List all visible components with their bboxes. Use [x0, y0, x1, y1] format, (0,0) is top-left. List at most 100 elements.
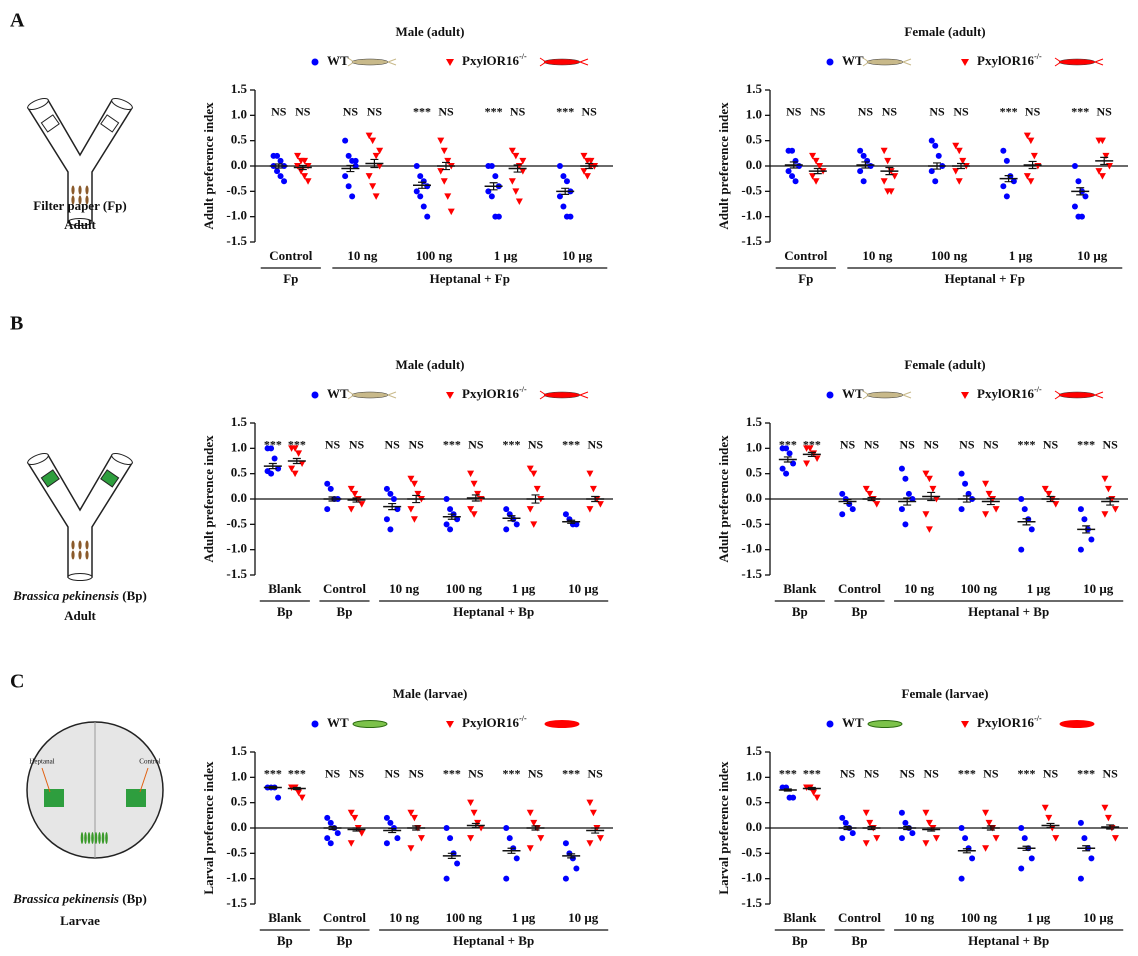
data-point [414, 490, 422, 498]
data-point [932, 496, 940, 503]
data-point [839, 835, 846, 842]
error-bar [962, 495, 971, 503]
group-label: Heptanal + Bp [968, 604, 1049, 619]
y-axis-label: Adult preference index [201, 102, 216, 230]
group-label: Bp [792, 604, 808, 619]
data-point [952, 168, 960, 175]
data-point [407, 475, 415, 483]
error-bar [885, 166, 894, 176]
data-point [301, 173, 309, 180]
data-point [783, 470, 790, 477]
legend-label: PxylOR16-/- [462, 385, 527, 401]
insect [71, 185, 75, 195]
data-point [789, 173, 796, 180]
significance-label: NS [384, 438, 400, 452]
legend-label: PxylOR16-/- [977, 52, 1042, 68]
chart-title: Female (adult) [904, 24, 985, 39]
arena-label: Control [139, 758, 160, 766]
data-point [526, 465, 534, 473]
significance-label: NS [882, 105, 898, 119]
significance-label: NS [840, 767, 856, 781]
significance-label: *** [1077, 438, 1095, 452]
category-label: 10 ng [904, 581, 934, 596]
legend-name: WT [327, 386, 349, 401]
error-bar [986, 497, 995, 506]
data-point [530, 521, 538, 528]
caption: Larvae [60, 913, 100, 928]
significance-label: NS [840, 438, 856, 452]
legend-name: PxylOR16 [462, 386, 520, 401]
legend-icon [862, 390, 912, 400]
significance-label: NS [1102, 438, 1118, 452]
error-bar [388, 502, 397, 511]
larva [101, 832, 105, 844]
legend-icon [351, 58, 389, 66]
significance-label: *** [779, 767, 797, 781]
significance-label: NS [349, 767, 365, 781]
category-label: 1 μg [494, 248, 518, 263]
significance-label: NS [899, 438, 915, 452]
y-tick-label: -1.5 [226, 895, 247, 910]
category-label: 1 μg [1027, 910, 1051, 925]
y-tick-label: -1.5 [741, 566, 762, 581]
data-point [530, 470, 538, 478]
error-bar [447, 852, 456, 859]
category-label: Blank [268, 581, 302, 596]
data-point [488, 163, 495, 169]
data-point [1101, 511, 1109, 518]
significance-label: NS [959, 438, 975, 452]
odor-source [100, 469, 120, 488]
data-point [512, 188, 520, 195]
significance-label: NS [408, 438, 424, 452]
data-point [909, 830, 916, 837]
insect [78, 185, 82, 195]
significance-label: NS [367, 105, 383, 119]
data-point [351, 490, 359, 498]
legend-name: PxylOR16 [462, 53, 520, 68]
significance-label: *** [443, 767, 461, 781]
data-point [816, 163, 824, 170]
legend-label: WT [327, 715, 349, 730]
y-tick-label: -1.0 [741, 208, 762, 223]
error-bar [418, 181, 426, 189]
data-point [583, 173, 591, 180]
error-bar [412, 825, 421, 831]
caption: Adult [64, 217, 96, 232]
error-bar [807, 786, 816, 791]
category-label: 10 μg [1077, 248, 1108, 263]
legend-icon [543, 58, 581, 66]
data-point [925, 526, 933, 533]
data-point [298, 460, 306, 468]
data-point [1030, 152, 1038, 160]
data-point [922, 840, 930, 847]
data-point [470, 809, 478, 817]
data-point [1045, 814, 1053, 822]
legend-label: WT [327, 386, 349, 401]
data-point [508, 147, 516, 155]
data-point [1028, 855, 1035, 862]
significance-label: NS [587, 438, 603, 452]
error-bar [867, 496, 876, 502]
data-point [345, 152, 352, 159]
y-tick-label: 1.5 [746, 414, 763, 429]
data-point [562, 875, 569, 882]
error-bar [861, 161, 870, 169]
data-point [447, 835, 454, 842]
category-label: 100 ng [416, 248, 453, 263]
data-point [1010, 178, 1017, 185]
error-bar [789, 161, 798, 169]
group-label: Bp [277, 604, 293, 619]
data-point [334, 830, 341, 837]
data-point [383, 516, 390, 523]
y-tick-label: -1.0 [226, 870, 247, 885]
data-point [563, 178, 570, 185]
data-point [410, 480, 418, 488]
error-bar [471, 494, 480, 502]
data-point [533, 485, 541, 493]
legend-icon [866, 391, 904, 399]
data-point [424, 213, 431, 220]
data-point [812, 178, 820, 185]
data-point [1088, 855, 1095, 862]
legend-icon [862, 57, 912, 67]
y-tick-label: 1.0 [231, 768, 247, 783]
